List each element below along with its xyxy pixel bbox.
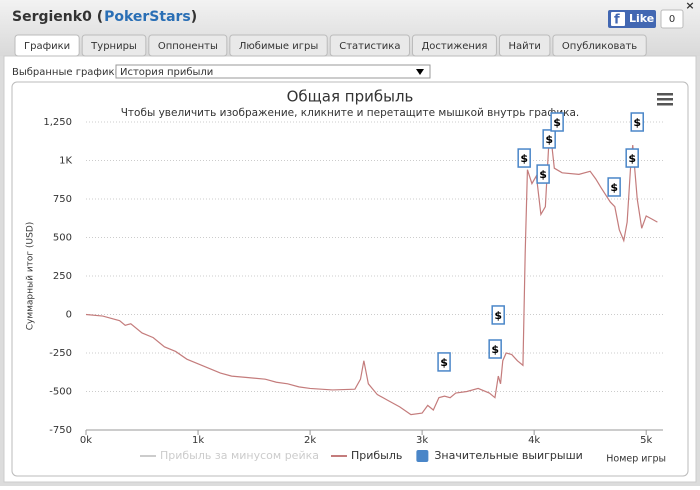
- y-tick-label: 500: [53, 233, 72, 244]
- legend-square: [416, 450, 429, 462]
- header-title: Sergienk0 (PokerStars): [12, 9, 197, 25]
- win-flag[interactable]: $: [517, 148, 531, 168]
- y-tick-label: 0: [66, 310, 72, 321]
- flag-box: [625, 148, 639, 168]
- x-tick-label: 3k: [416, 435, 428, 446]
- chart-subtitle: Чтобы увеличить изображение, кликните и …: [121, 107, 580, 119]
- x-tick-label: 4k: [528, 435, 540, 446]
- tab-label: Оппоненты: [158, 41, 218, 52]
- win-flag[interactable]: $: [607, 177, 621, 197]
- win-flag[interactable]: $: [437, 352, 451, 372]
- y-tick-label: 1,250: [43, 117, 72, 128]
- tab-label: Опубликовать: [562, 41, 637, 52]
- flag-box: [550, 112, 564, 132]
- plot: -750 -500 -250 0 250 500 750 1K 1,250 0k 1k 2k 3k 4k 5…: [43, 112, 663, 462]
- legend-label[interactable]: Прибыль: [351, 449, 402, 462]
- tab[interactable]: [498, 34, 551, 57]
- tab-label: Найти: [508, 41, 540, 52]
- x-tick-label: 0k: [80, 435, 92, 446]
- legend-label[interactable]: Прибыль за минусом рейка: [160, 449, 319, 462]
- win-flag[interactable]: $: [491, 305, 505, 325]
- tab-label: Графики: [24, 41, 70, 52]
- tab-label: Статистика: [339, 41, 400, 52]
- menu-icon[interactable]: [657, 93, 673, 106]
- x-tick-label: 5k: [640, 435, 652, 446]
- flag-label: $: [553, 116, 561, 129]
- flag-box: [536, 164, 550, 184]
- flag-box: [542, 129, 556, 149]
- flag-box: [630, 112, 644, 132]
- flag-box: [607, 177, 621, 197]
- win-flag[interactable]: $: [625, 148, 639, 168]
- win-flag[interactable]: $: [488, 339, 502, 359]
- tab-label: Любимые игры: [239, 41, 318, 52]
- tab-label: Турниры: [90, 41, 137, 52]
- tab[interactable]: [552, 34, 647, 57]
- x-tick-label: 2k: [304, 435, 316, 446]
- win-flag[interactable]: $: [542, 129, 556, 149]
- y-tick-label: 250: [53, 271, 72, 282]
- flag-label: $: [494, 309, 502, 322]
- tabs: Графики Турниры Оппоненты Любимые игры Стати…: [14, 34, 647, 57]
- tab[interactable]: [411, 34, 497, 57]
- flag-label: $: [610, 181, 618, 194]
- profit-line: [85, 137, 658, 416]
- flag-label: $: [539, 168, 547, 181]
- flag-label: $: [520, 152, 528, 165]
- tab[interactable]: [329, 34, 410, 57]
- flag-box: [491, 305, 505, 325]
- y-axis-label: Суммарный итог (USD): [26, 222, 36, 331]
- x-tick-label: 1k: [192, 435, 204, 446]
- y-tick-label: 1K: [59, 156, 72, 167]
- flag-label: $: [440, 356, 448, 369]
- win-flag[interactable]: $: [630, 112, 644, 132]
- legend-label[interactable]: Значительные выигрыши: [434, 449, 582, 462]
- flag-box: [517, 148, 531, 168]
- header-title-part: ): [191, 9, 197, 25]
- y-tick-label: -250: [49, 348, 72, 359]
- like-count-box: [660, 9, 684, 29]
- flag-box: [488, 339, 502, 359]
- header-title-part: Sergienk0 (: [12, 9, 103, 25]
- selector-arrow: [416, 69, 424, 75]
- flag-label: $: [628, 152, 636, 165]
- chart-title: Общая прибыль: [287, 88, 414, 106]
- y-tick-label: 750: [53, 194, 72, 205]
- fb-f: f: [614, 13, 620, 28]
- like-text: Like: [629, 12, 654, 25]
- selector[interactable]: [115, 64, 431, 79]
- close-button[interactable]: ×: [685, 0, 694, 12]
- selector-value: История прибыли: [120, 67, 213, 78]
- y-tick-label: -750: [49, 425, 72, 436]
- selector-label: Выбранные графики:: [12, 67, 124, 78]
- win-flag[interactable]: $: [536, 164, 550, 184]
- flag-label: $: [545, 133, 553, 146]
- win-flag[interactable]: $: [550, 112, 564, 132]
- tab[interactable]: [229, 34, 328, 57]
- y-tick-label: -500: [49, 387, 72, 398]
- like-count: 0: [669, 14, 675, 25]
- tab[interactable]: [148, 34, 228, 57]
- x-axis-label: Номер игры: [606, 454, 666, 465]
- chart-frame: [11, 81, 689, 477]
- tab-label: Достижения: [421, 41, 487, 52]
- flag-label: $: [491, 343, 499, 356]
- tab[interactable]: [14, 34, 80, 57]
- flag-label: $: [633, 116, 641, 129]
- header-title-part: PokerStars: [104, 9, 191, 25]
- flag-box: [437, 352, 451, 372]
- tab[interactable]: [81, 34, 147, 57]
- fb-icon: [611, 12, 625, 26]
